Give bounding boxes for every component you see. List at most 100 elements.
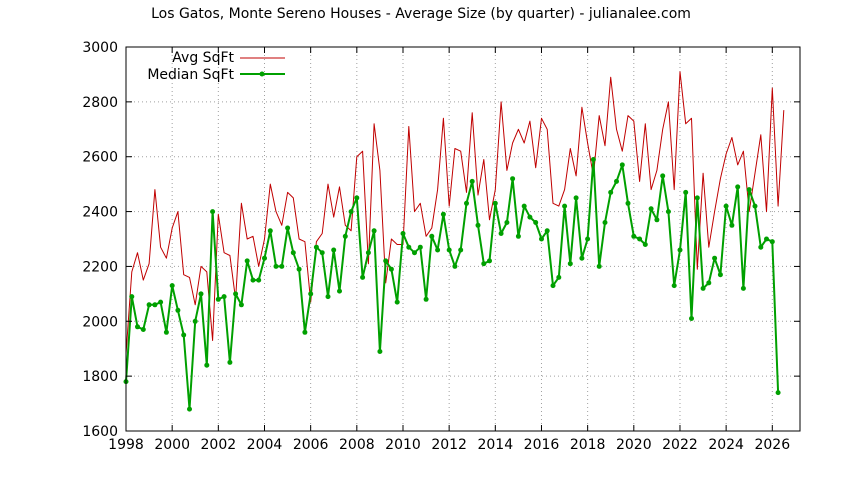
data-point [602, 220, 608, 225]
data-point [515, 233, 521, 239]
data-point [250, 277, 256, 283]
data-point [677, 247, 683, 253]
data-point [135, 324, 140, 330]
data-point [244, 258, 250, 264]
data-point [544, 228, 550, 234]
data-point [290, 250, 296, 256]
data-point [377, 349, 383, 354]
data-point [267, 228, 273, 234]
data-point [590, 157, 596, 162]
data-point [412, 250, 417, 256]
y-tick-label: 2400 [82, 205, 118, 221]
data-point [481, 261, 487, 267]
data-point [729, 222, 735, 228]
x-tick-label: 2020 [616, 437, 652, 453]
data-point [608, 189, 614, 195]
data-point [665, 209, 671, 215]
data-point [279, 263, 285, 269]
data-point [683, 189, 689, 195]
data-point [423, 296, 429, 302]
data-point [671, 283, 677, 289]
data-point [458, 247, 464, 253]
data-point [296, 266, 302, 272]
data-point [371, 228, 377, 234]
data-point [388, 266, 394, 272]
data-point [302, 329, 308, 335]
data-point [746, 187, 752, 193]
data-point [694, 195, 700, 201]
legend-marker-median [259, 71, 265, 77]
series-line-1 [125, 158, 780, 411]
data-point [712, 255, 718, 261]
data-point [752, 203, 758, 209]
data-point [221, 294, 227, 300]
data-point [567, 261, 573, 267]
data-point [446, 247, 452, 253]
x-axis: 1998 2000 2002 2004 2006 2008 2010 2012 2014 2016… [108, 47, 790, 453]
y-tick-label: 1800 [82, 369, 118, 385]
data-point [637, 236, 643, 242]
data-point [192, 318, 198, 324]
x-tick-label: 2014 [477, 437, 513, 453]
data-point [556, 274, 562, 280]
y-tick-label: 2800 [82, 95, 118, 111]
data-point [579, 255, 585, 261]
data-point [487, 258, 492, 264]
data-point [313, 244, 319, 250]
data-point [521, 203, 527, 209]
y-tick-label: 2000 [82, 314, 118, 330]
data-point [331, 247, 337, 253]
data-point [469, 178, 475, 184]
data-point [764, 236, 769, 242]
data-point [440, 211, 446, 217]
data-point [498, 231, 504, 236]
data-point [354, 195, 360, 201]
data-point [365, 250, 371, 256]
y-tick-label: 2600 [82, 150, 118, 166]
data-point [187, 406, 192, 412]
data-point [198, 291, 204, 297]
data-point [360, 274, 366, 280]
data-point [492, 200, 498, 206]
data-point [562, 203, 568, 209]
data-point [158, 299, 164, 305]
data-point [625, 200, 631, 206]
x-tick-label: 2026 [754, 437, 790, 453]
data-point [146, 302, 152, 308]
x-tick-label: 2022 [662, 437, 698, 453]
x-tick-label: 2000 [154, 437, 190, 453]
data-point [140, 327, 146, 332]
data-point [204, 362, 210, 368]
data-point [325, 294, 331, 300]
data-point [510, 176, 516, 182]
data-point [285, 225, 291, 231]
data-point [181, 332, 187, 338]
data-point [435, 247, 441, 253]
data-point [210, 209, 216, 215]
legend-label-avg: Avg SqFt [172, 50, 234, 66]
data-point [527, 214, 533, 220]
data-point [227, 359, 233, 365]
data-point [308, 291, 314, 297]
legend: Avg SqFt Median SqFt [147, 50, 285, 83]
y-tick-label: 3000 [82, 40, 118, 56]
data-point [769, 239, 775, 245]
x-tick-label: 2008 [339, 437, 375, 453]
data-point [337, 288, 342, 294]
data-point [654, 217, 660, 223]
data-point [383, 258, 389, 264]
y-tick-label: 1600 [82, 424, 118, 440]
x-tick-label: 2002 [201, 437, 237, 453]
legend-label-median: Median SqFt [147, 67, 234, 83]
data-point [642, 242, 648, 247]
data-point [504, 220, 510, 225]
y-axis: 1600 1800 2000 2200 2400 2600 2800 3000 [82, 40, 800, 440]
chart-title: Los Gatos, Monte Sereno Houses - Average… [151, 6, 691, 22]
data-point [689, 316, 694, 321]
data-point [717, 272, 723, 278]
y-tick-label: 2200 [82, 259, 118, 275]
data-point [740, 285, 746, 291]
x-tick-label: 2010 [385, 437, 421, 453]
data-point [596, 263, 602, 269]
